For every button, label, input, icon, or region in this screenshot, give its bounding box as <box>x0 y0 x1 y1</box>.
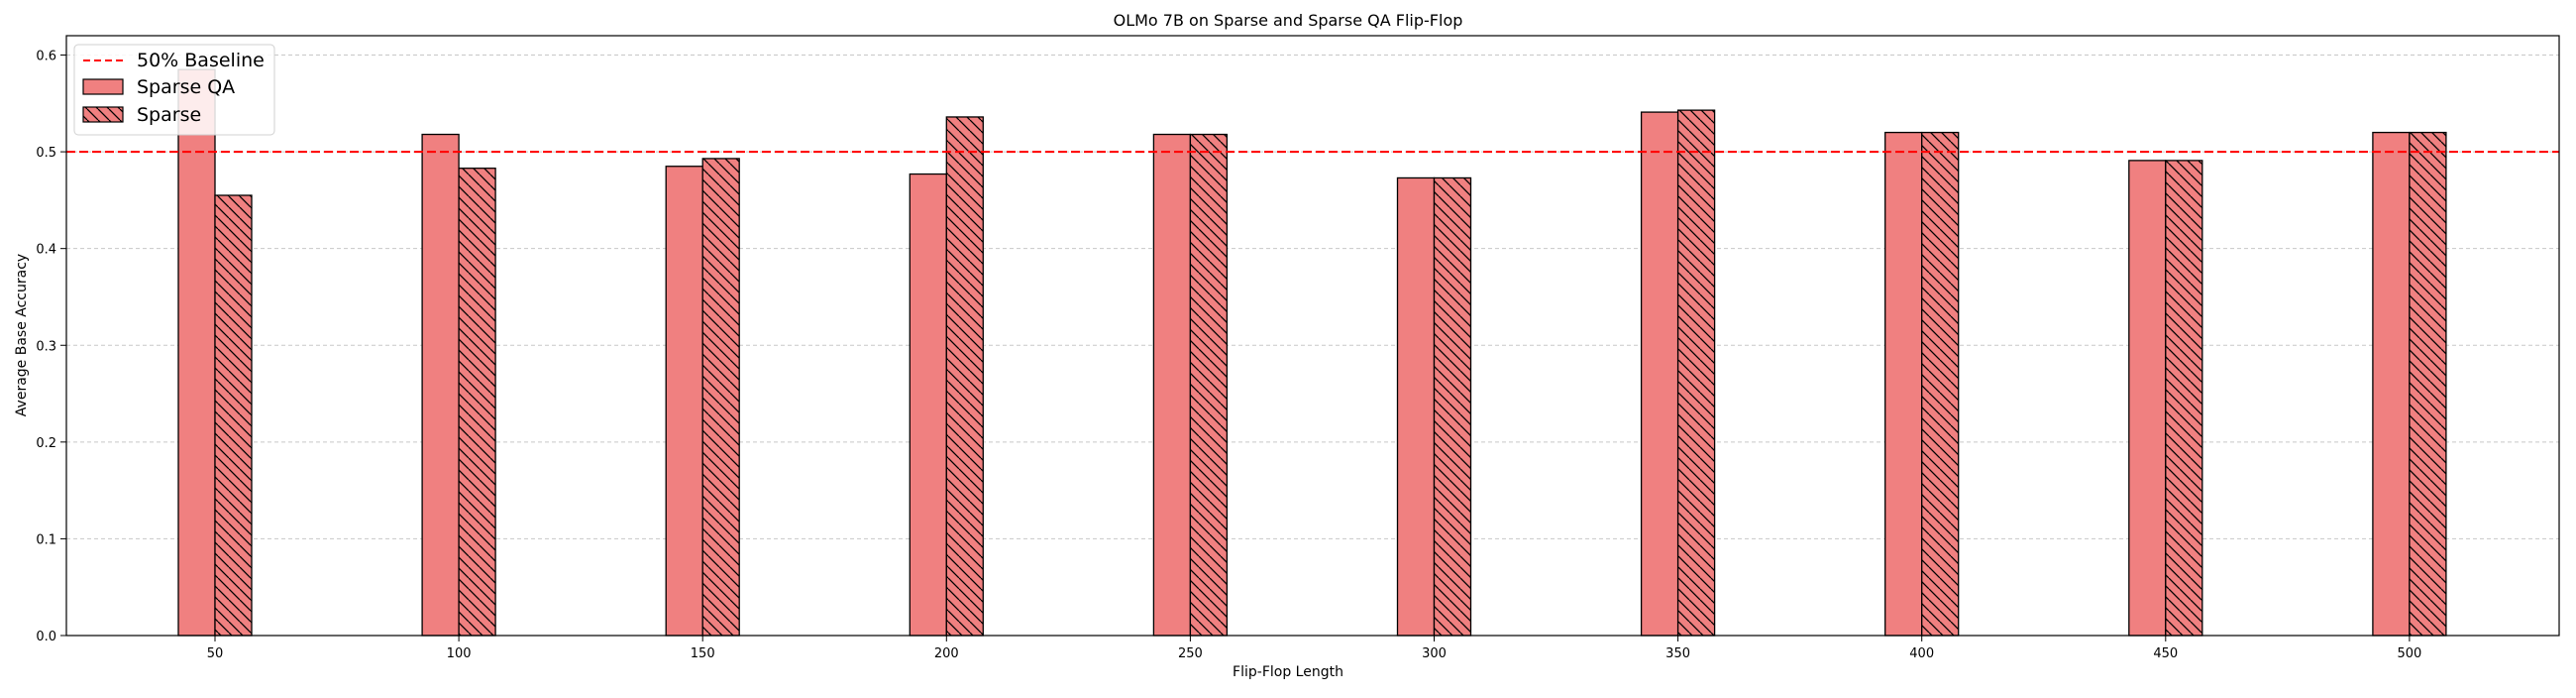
bar-sparse-qa <box>2128 160 2166 636</box>
legend-swatch-fill <box>83 79 123 94</box>
x-tick-label: 350 <box>1665 646 1690 661</box>
y-tick-label: 0.2 <box>36 436 56 451</box>
y-tick-label: 0.3 <box>36 339 56 354</box>
x-axis-label: Flip-Flop Length <box>1233 664 1343 680</box>
bar-hatch-overlay <box>1190 134 1228 636</box>
x-tick-label: 250 <box>1178 646 1203 661</box>
bar-hatch-overlay <box>2409 132 2446 637</box>
legend-swatch-outline <box>82 106 124 123</box>
legend-swatch-hatch <box>83 107 123 122</box>
y-axis-label: Average Base Accuracy <box>14 254 30 416</box>
bar-hatch-overlay <box>1921 132 1959 637</box>
bar-sparse-qa <box>1153 134 1191 636</box>
y-tick-label: 0.1 <box>36 532 56 547</box>
chart-title: OLMo 7B on Sparse and Sparse QA Flip-Flo… <box>1114 11 1463 30</box>
x-tick-label: 500 <box>2397 646 2421 661</box>
bar-hatch-overlay <box>946 116 984 636</box>
legend-label-baseline: 50% Baseline <box>137 50 265 71</box>
y-tick-label: 0.4 <box>36 243 56 258</box>
bar-sparse-qa <box>1884 132 1922 637</box>
bar-hatch-overlay <box>1677 110 1715 637</box>
legend-swatch-outline <box>82 78 124 95</box>
bar-sparse-qa <box>1641 112 1678 637</box>
bar-hatch-overlay <box>215 195 252 637</box>
bar-hatch-overlay <box>2165 160 2202 636</box>
x-tick-label: 200 <box>934 646 959 661</box>
plot-frame <box>65 35 2560 637</box>
legend-box <box>73 44 275 136</box>
legend-label-series: Sparse QA <box>137 76 235 98</box>
legend-label-series: Sparse <box>137 104 201 126</box>
x-tick-label: 50 <box>207 646 224 661</box>
y-tick-label: 0.5 <box>36 146 56 161</box>
bar-sparse-qa <box>910 174 947 636</box>
bar-sparse-qa <box>178 69 215 637</box>
x-tick-label: 150 <box>691 646 715 661</box>
x-tick-label: 100 <box>447 646 472 661</box>
y-tick-label: 0.0 <box>36 630 56 644</box>
x-tick-label: 400 <box>1909 646 1934 661</box>
bar-sparse-qa <box>666 166 703 636</box>
x-tick-label: 300 <box>1422 646 1447 661</box>
bar-sparse-qa <box>422 134 460 636</box>
bar-hatch-overlay <box>459 168 496 636</box>
bar-hatch-overlay <box>702 158 740 636</box>
y-tick-label: 0.6 <box>36 50 56 64</box>
bar-hatch-overlay <box>1434 177 1471 636</box>
x-tick-label: 450 <box>2153 646 2178 661</box>
bar-sparse-qa <box>1397 177 1435 636</box>
bar-sparse-qa <box>2372 132 2410 637</box>
